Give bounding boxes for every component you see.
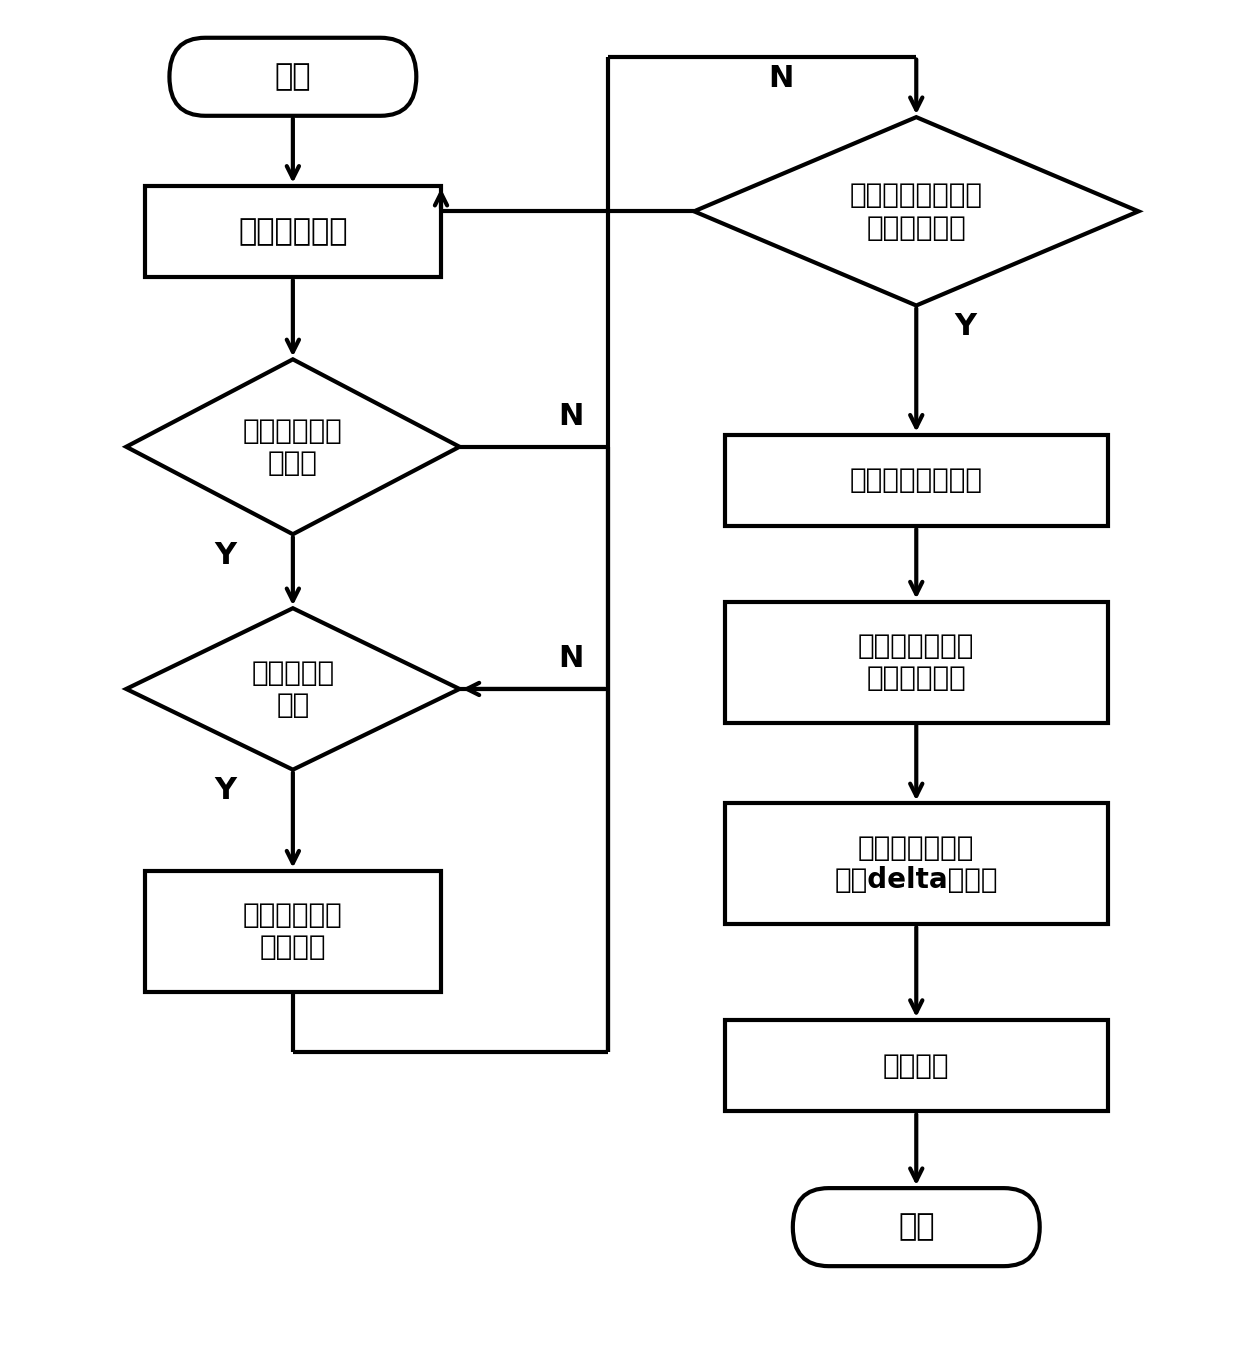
Text: 系统运行: 系统运行 <box>883 1051 950 1079</box>
Text: 主变换器启动
空载运行: 主变换器启动 空载运行 <box>243 901 342 962</box>
Text: 检测主变换器输出
电压是否稳定: 检测主变换器输出 电压是否稳定 <box>849 181 983 242</box>
FancyBboxPatch shape <box>792 1188 1039 1266</box>
Text: 闭合主静态开关
启动delta变换器: 闭合主静态开关 启动delta变换器 <box>835 834 998 894</box>
Text: 是否有启动
信号: 是否有启动 信号 <box>252 659 335 719</box>
Polygon shape <box>126 359 460 534</box>
Text: Y: Y <box>215 540 236 570</box>
Bar <box>725 1020 1107 1112</box>
Text: N: N <box>558 401 583 431</box>
Polygon shape <box>694 118 1138 305</box>
Bar <box>725 804 1107 924</box>
FancyBboxPatch shape <box>170 38 417 116</box>
Text: 检测预充电是
否完成: 检测预充电是 否完成 <box>243 416 342 477</box>
Text: 开始: 开始 <box>274 62 311 92</box>
Text: 直流侧预充电: 直流侧预充电 <box>238 218 347 246</box>
Text: N: N <box>558 644 583 673</box>
Bar <box>725 435 1107 526</box>
Text: 闭合输出接触器
检测负载电流: 闭合输出接触器 检测负载电流 <box>858 632 975 692</box>
Text: 闭合防反馈接触器: 闭合防反馈接触器 <box>849 466 983 494</box>
Text: N: N <box>768 63 794 93</box>
Text: Y: Y <box>955 312 977 342</box>
Text: Y: Y <box>215 777 236 805</box>
Polygon shape <box>126 608 460 770</box>
Bar <box>145 185 441 277</box>
Bar <box>145 870 441 992</box>
Text: 结束: 结束 <box>898 1213 935 1242</box>
Bar <box>725 601 1107 723</box>
